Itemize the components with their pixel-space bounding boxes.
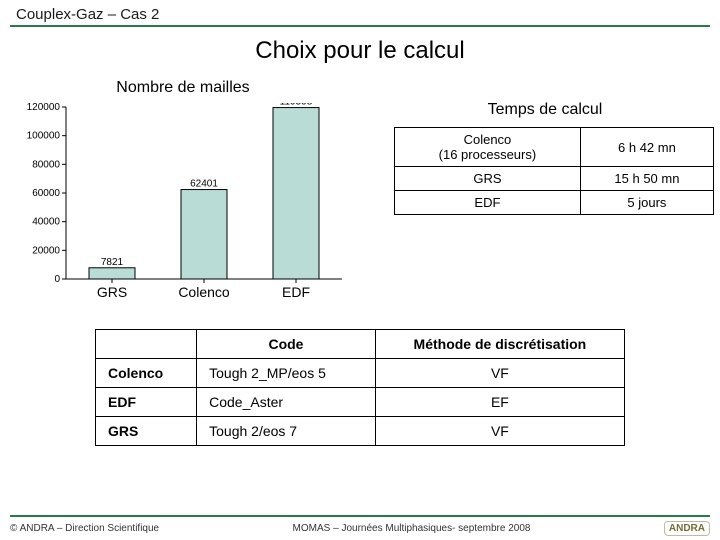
table-row: Colenco Tough 2_MP/eos 5 VF <box>96 359 625 388</box>
time-table-region: Temps de calcul Colenco(16 processeurs) … <box>376 79 714 215</box>
table-row: GRS 15 h 50 mn <box>395 167 714 191</box>
table-row: EDF 5 jours <box>395 191 714 215</box>
svg-text:GRS: GRS <box>97 284 127 300</box>
footer: © ANDRA – Direction Scientifique MOMAS –… <box>0 515 720 540</box>
svg-text:120000: 120000 <box>27 103 61 113</box>
svg-text:80000: 80000 <box>32 159 60 170</box>
svg-text:Colenco: Colenco <box>178 284 230 300</box>
svg-text:0: 0 <box>54 274 60 285</box>
svg-text:100000: 100000 <box>27 131 61 142</box>
time-cell-value: 6 h 42 mn <box>580 128 713 167</box>
slide-header: Couplex-Gaz – Cas 2 <box>0 0 720 25</box>
footer-row: © ANDRA – Direction Scientifique MOMAS –… <box>10 521 710 536</box>
footer-rule <box>10 515 710 517</box>
table-row: Colenco(16 processeurs) 6 h 42 mn <box>395 128 714 167</box>
time-table: Colenco(16 processeurs) 6 h 42 mn GRS 15… <box>394 127 714 215</box>
disc-method: VF <box>375 417 624 446</box>
col-code: Code <box>197 330 376 359</box>
svg-text:7821: 7821 <box>101 257 124 268</box>
table-header-row: Code Méthode de discrétisation <box>96 330 625 359</box>
svg-text:20000: 20000 <box>32 245 60 256</box>
table-row: GRS Tough 2/eos 7 VF <box>96 417 625 446</box>
svg-text:40000: 40000 <box>32 217 60 228</box>
disc-org: EDF <box>96 388 197 417</box>
chart-title: Nombre de mailles <box>18 79 348 97</box>
disc-code: Code_Aster <box>197 388 376 417</box>
table-row: EDF Code_Aster EF <box>96 388 625 417</box>
content-row: Nombre de mailles 0 20000 40000 60000 80000 1… <box>0 79 720 303</box>
disc-org: GRS <box>96 417 197 446</box>
svg-text:62401: 62401 <box>190 179 218 190</box>
time-cell-label: EDF <box>395 191 581 215</box>
svg-text:119598: 119598 <box>280 103 313 108</box>
disc-method: VF <box>375 359 624 388</box>
time-cell-value: 5 jours <box>580 191 713 215</box>
disc-method: EF <box>375 388 624 417</box>
svg-text:60000: 60000 <box>32 188 60 199</box>
header-title: Couplex-Gaz – Cas 2 <box>16 6 159 23</box>
disc-code: Tough 2_MP/eos 5 <box>197 359 376 388</box>
main-title: Choix pour le calcul <box>0 37 720 65</box>
col-method: Méthode de discrétisation <box>375 330 624 359</box>
time-table-title: Temps de calcul <box>376 101 714 119</box>
bar-chart-region: Nombre de mailles 0 20000 40000 60000 80000 1… <box>18 79 348 303</box>
time-cell-label: GRS <box>395 167 581 191</box>
time-cell-label: Colenco(16 processeurs) <box>395 128 581 167</box>
disc-code: Tough 2/eos 7 <box>197 417 376 446</box>
footer-left: © ANDRA – Direction Scientifique <box>10 523 159 534</box>
time-cell-value: 15 h 50 mn <box>580 167 713 191</box>
svg-text:EDF: EDF <box>282 284 310 300</box>
footer-center: MOMAS – Journées Multiphasiques- septemb… <box>159 523 664 534</box>
disc-org: Colenco <box>96 359 197 388</box>
header-rule <box>10 25 710 27</box>
discretisation-table: Code Méthode de discrétisation Colenco T… <box>95 329 625 446</box>
bar-chart: 0 20000 40000 60000 80000 100000 120000 7821 GRS… <box>18 103 348 303</box>
col-blank <box>96 330 197 359</box>
footer-logo: ANDRA <box>664 521 710 536</box>
